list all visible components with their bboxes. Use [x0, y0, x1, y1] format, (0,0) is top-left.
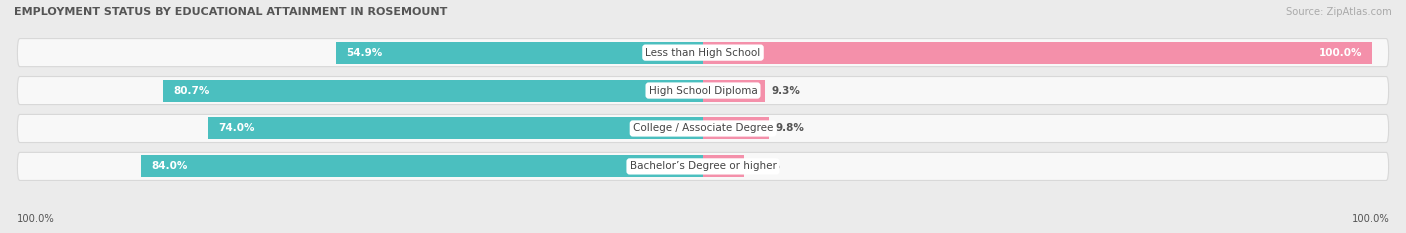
- Text: Less than High School: Less than High School: [645, 48, 761, 58]
- Text: Bachelor’s Degree or higher: Bachelor’s Degree or higher: [630, 161, 776, 171]
- Text: 6.2%: 6.2%: [751, 161, 780, 171]
- Text: 9.8%: 9.8%: [775, 123, 804, 134]
- FancyBboxPatch shape: [17, 152, 1389, 180]
- Bar: [703, 117, 769, 140]
- Bar: [208, 117, 703, 140]
- Text: 100.0%: 100.0%: [17, 214, 55, 224]
- FancyBboxPatch shape: [17, 114, 1389, 143]
- Bar: [141, 155, 703, 177]
- FancyBboxPatch shape: [17, 76, 1389, 105]
- Text: 9.3%: 9.3%: [772, 86, 801, 96]
- Text: EMPLOYMENT STATUS BY EDUCATIONAL ATTAINMENT IN ROSEMOUNT: EMPLOYMENT STATUS BY EDUCATIONAL ATTAINM…: [14, 7, 447, 17]
- Bar: [703, 79, 765, 102]
- Text: 80.7%: 80.7%: [173, 86, 209, 96]
- Bar: [703, 42, 1372, 64]
- Bar: [703, 155, 744, 177]
- Text: College / Associate Degree: College / Associate Degree: [633, 123, 773, 134]
- Text: Source: ZipAtlas.com: Source: ZipAtlas.com: [1286, 7, 1392, 17]
- Text: 84.0%: 84.0%: [152, 161, 187, 171]
- Bar: [336, 42, 703, 64]
- Text: 100.0%: 100.0%: [1319, 48, 1362, 58]
- Bar: [163, 79, 703, 102]
- Text: 100.0%: 100.0%: [1351, 214, 1389, 224]
- Text: 54.9%: 54.9%: [346, 48, 382, 58]
- Text: High School Diploma: High School Diploma: [648, 86, 758, 96]
- FancyBboxPatch shape: [17, 39, 1389, 67]
- Text: 74.0%: 74.0%: [218, 123, 254, 134]
